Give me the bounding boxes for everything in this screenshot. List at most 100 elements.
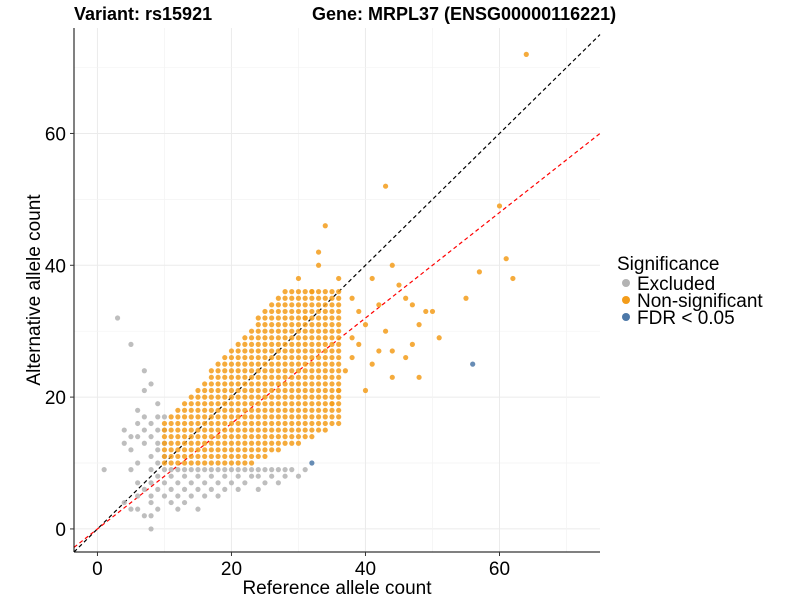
point-non-significant: [235, 374, 241, 380]
point-non-significant: [295, 302, 302, 308]
point-non-significant: [195, 420, 201, 427]
y-tick-label: 0: [55, 520, 66, 541]
point-non-significant: [315, 381, 322, 387]
point-non-significant: [235, 394, 241, 400]
point-non-significant: [315, 341, 322, 347]
point-excluded: [161, 467, 168, 473]
point-non-significant: [302, 328, 308, 334]
point-non-significant: [255, 401, 261, 407]
point-excluded: [135, 493, 141, 499]
point-excluded: [168, 473, 174, 479]
point-non-significant: [315, 420, 322, 427]
point-non-significant: [322, 427, 328, 433]
point-non-significant: [336, 348, 342, 354]
title-gene: Gene: MRPL37 (ENSG00000116221): [312, 4, 616, 24]
point-non-significant: [242, 414, 248, 420]
point-non-significant: [255, 328, 261, 334]
point-non-significant: [269, 440, 275, 446]
point-non-significant: [228, 453, 235, 460]
point-non-significant: [269, 447, 275, 453]
point-non-significant: [181, 401, 188, 407]
point-non-significant: [262, 354, 268, 361]
point-non-significant: [362, 322, 369, 328]
point-non-significant: [215, 414, 221, 420]
point-non-significant: [208, 374, 214, 380]
point-non-significant: [228, 460, 235, 466]
point-non-significant: [476, 269, 482, 275]
point-non-significant: [322, 289, 328, 295]
point-non-significant: [222, 414, 228, 420]
point-non-significant: [262, 414, 268, 420]
point-excluded: [155, 427, 161, 433]
point-non-significant: [202, 401, 208, 407]
point-non-significant: [282, 308, 288, 315]
point-non-significant: [275, 414, 281, 420]
point-non-significant: [295, 427, 302, 433]
point-excluded: [235, 486, 241, 492]
point-non-significant: [181, 453, 188, 460]
point-excluded: [155, 506, 161, 512]
point-excluded: [202, 493, 208, 499]
point-non-significant: [208, 440, 214, 446]
point-non-significant: [309, 341, 315, 347]
point-non-significant: [262, 381, 268, 387]
point-non-significant: [188, 414, 194, 420]
point-non-significant: [282, 322, 288, 328]
point-non-significant: [202, 394, 208, 400]
point-excluded: [222, 486, 228, 492]
point-non-significant: [336, 374, 342, 380]
point-non-significant: [275, 308, 281, 315]
point-non-significant: [295, 315, 302, 321]
point-non-significant: [222, 354, 228, 361]
point-non-significant: [255, 374, 261, 380]
point-non-significant: [255, 341, 261, 347]
point-non-significant: [202, 447, 208, 453]
point-non-significant: [302, 302, 308, 308]
point-non-significant: [235, 348, 241, 354]
point-excluded: [128, 467, 134, 473]
point-excluded: [141, 387, 147, 394]
point-non-significant: [269, 302, 275, 308]
point-non-significant: [215, 447, 221, 453]
point-non-significant: [309, 328, 315, 334]
point-non-significant: [295, 354, 302, 361]
point-non-significant: [242, 420, 248, 427]
point-non-significant: [181, 420, 188, 427]
point-excluded: [141, 486, 147, 492]
point-non-significant: [195, 387, 201, 394]
point-excluded: [275, 467, 281, 473]
point-non-significant: [262, 374, 268, 380]
point-non-significant: [255, 427, 261, 433]
point-non-significant: [295, 374, 302, 380]
point-non-significant: [228, 420, 235, 427]
axes: [73, 28, 600, 553]
point-excluded: [161, 493, 168, 499]
point-non-significant: [269, 322, 275, 328]
point-excluded: [208, 467, 214, 473]
point-excluded: [161, 414, 168, 420]
legend-label: FDR < 0.05: [637, 308, 735, 329]
point-non-significant: [181, 407, 188, 413]
point-non-significant: [248, 420, 255, 427]
point-non-significant: [195, 394, 201, 400]
point-non-significant: [202, 434, 208, 440]
point-excluded: [135, 480, 141, 486]
point-non-significant: [275, 434, 281, 440]
point-non-significant: [255, 322, 261, 328]
point-non-significant: [242, 453, 248, 460]
point-excluded: [155, 447, 161, 453]
point-non-significant: [248, 381, 255, 387]
point-non-significant: [262, 440, 268, 446]
point-non-significant: [329, 289, 335, 295]
point-non-significant: [208, 414, 214, 420]
point-non-significant: [168, 460, 174, 466]
point-non-significant: [302, 354, 308, 361]
point-non-significant: [175, 434, 181, 440]
point-non-significant: [242, 361, 248, 367]
point-fdr-significant: [470, 361, 476, 367]
point-non-significant: [188, 427, 194, 433]
point-non-significant: [336, 341, 342, 347]
point-non-significant: [269, 308, 275, 315]
point-non-significant: [523, 51, 529, 57]
point-non-significant: [295, 407, 302, 413]
